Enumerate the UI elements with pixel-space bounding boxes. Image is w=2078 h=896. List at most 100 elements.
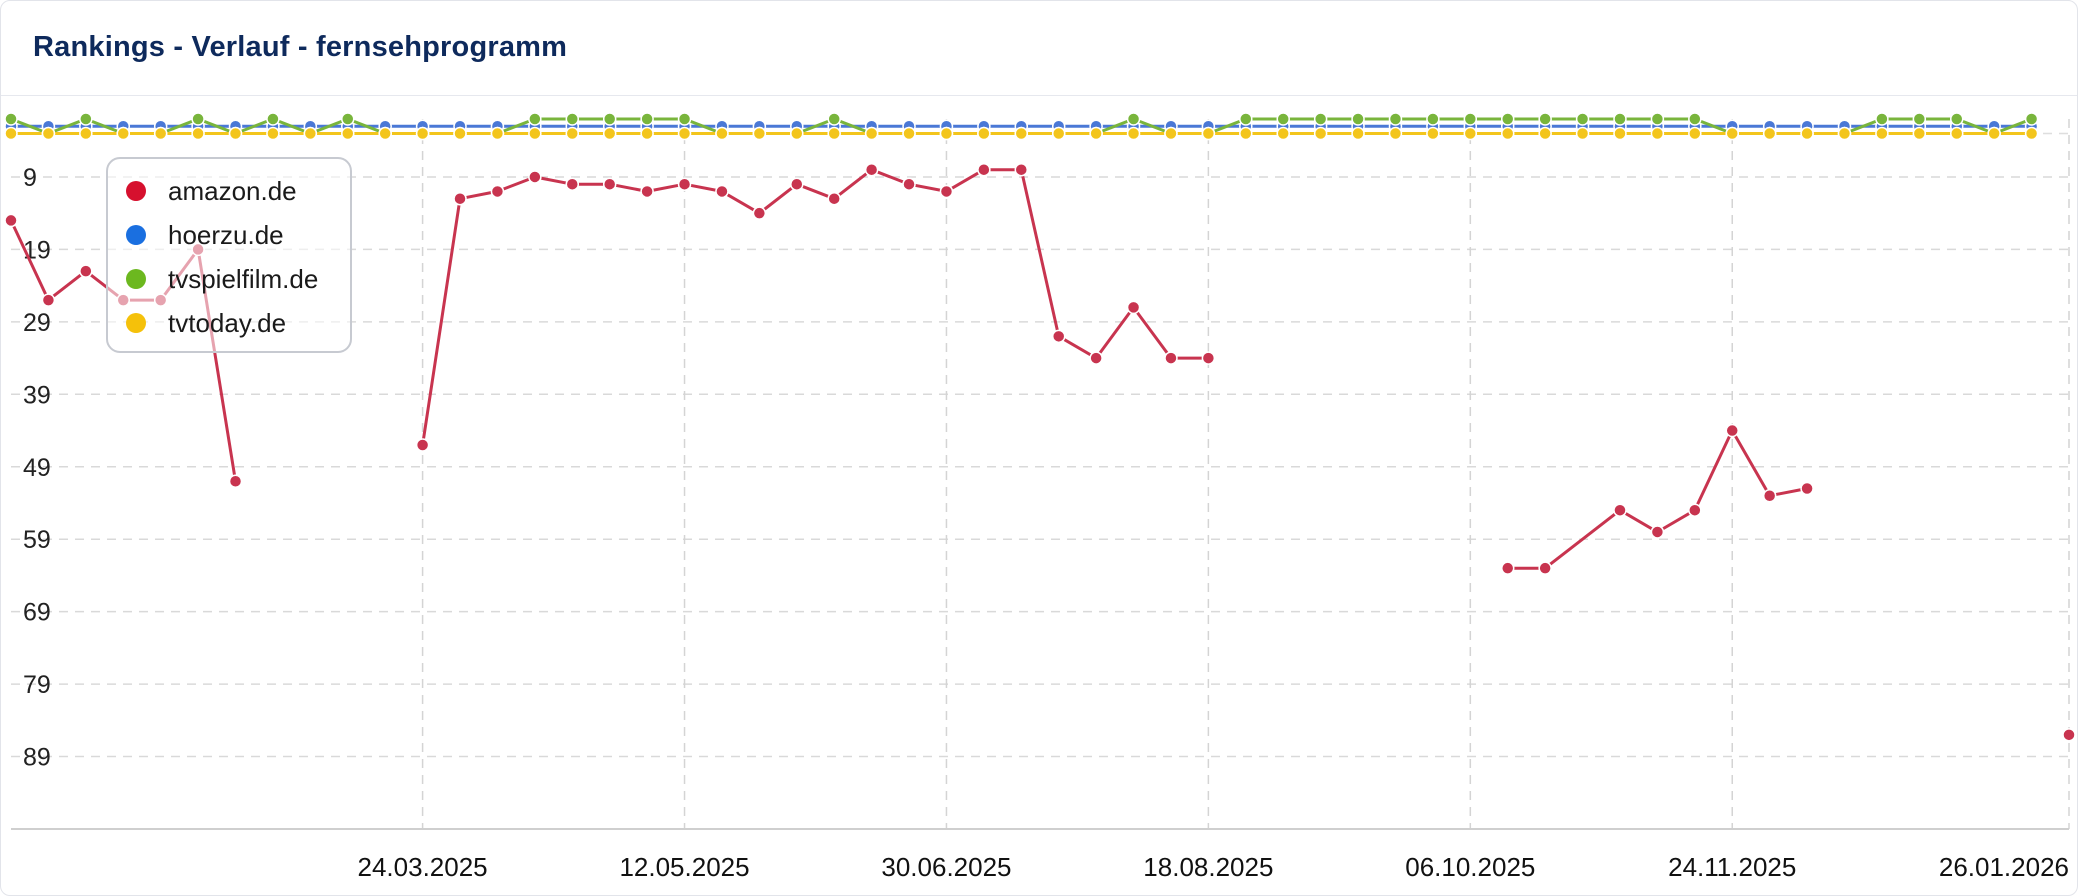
x-tick-label: 06.10.2025 (1405, 852, 1535, 882)
legend-dot-icon (126, 225, 146, 245)
legend-label: tvtoday.de (168, 307, 287, 338)
data-point-tvtoday.de (977, 126, 991, 141)
legend-label: hoerzu.de (168, 219, 284, 250)
data-point-tvtoday.de (528, 126, 542, 141)
y-tick-label: 89 (23, 744, 51, 772)
legend-item-tvtoday[interactable]: tvtoday.de (126, 303, 286, 343)
legend-label: tvspielfilm.de (168, 263, 319, 294)
data-point-tvtoday.de (1538, 126, 1552, 141)
data-point-amazon.de (715, 184, 729, 199)
data-point-tvtoday.de (1800, 126, 1814, 141)
data-point-amazon.de (490, 184, 505, 199)
data-point-tvtoday.de (303, 126, 318, 141)
chart-title: Rankings - Verlauf - fernsehprogramm (33, 31, 568, 63)
data-point-tvtoday.de (1313, 126, 1328, 141)
card-header: Rankings - Verlauf - fernsehprogramm (1, 1, 2077, 96)
data-point-amazon.de (565, 177, 580, 191)
data-point-amazon.de (602, 177, 617, 191)
data-point-tvtoday.de (1351, 126, 1365, 141)
data-point-tvtoday.de (602, 126, 617, 141)
data-point-amazon.de (1725, 423, 1739, 438)
data-point-tvspielfilm.de (1875, 112, 1889, 126)
data-point-tvtoday.de (490, 126, 505, 141)
data-point-tvspielfilm.de (1313, 112, 1328, 126)
data-point-tvtoday.de (1575, 126, 1590, 141)
y-tick-label: 29 (23, 309, 51, 337)
data-point-tvspielfilm.de (1388, 112, 1403, 126)
data-point-tvtoday.de (191, 126, 205, 141)
data-point-tvspielfilm.de (1688, 112, 1702, 126)
data-point-amazon.de (790, 177, 804, 191)
legend-item-amazon[interactable]: amazon.de (126, 171, 297, 211)
data-point-amazon.de (4, 213, 18, 228)
data-point-tvtoday.de (1126, 126, 1141, 141)
legend-dot-icon (126, 269, 146, 289)
data-point-tvtoday.de (1014, 126, 1029, 141)
data-point-tvtoday.de (1762, 126, 1777, 141)
data-point-amazon.de (1688, 503, 1702, 517)
data-point-tvtoday.de (640, 126, 654, 141)
chart-legend: amazon.de hoerzu.de tvspielfilm.de tvtod… (106, 157, 352, 353)
data-point-amazon.de (864, 162, 879, 177)
data-point-tvtoday.de (266, 126, 280, 141)
x-tick-label: 24.11.2025 (1668, 852, 1796, 882)
data-point-tvtoday.de (902, 126, 916, 141)
data-point-amazon.de (79, 264, 93, 278)
data-point-tvtoday.de (864, 126, 879, 141)
data-point-tvspielfilm.de (1463, 112, 1478, 126)
data-point-tvtoday.de (752, 126, 767, 141)
data-point-tvtoday.de (1837, 126, 1852, 141)
data-point-amazon.de (939, 184, 954, 199)
data-point-amazon.de (1164, 351, 1178, 365)
data-point-tvtoday.de (1875, 126, 1889, 141)
data-point-tvspielfilm.de (1575, 112, 1590, 126)
x-tick-label: 12.05.2025 (619, 852, 749, 882)
x-tick-label: 18.08.2025 (1143, 852, 1273, 882)
y-tick-label: 9 (23, 164, 37, 192)
data-point-amazon.de (2062, 728, 2076, 742)
data-point-tvtoday.de (1239, 126, 1253, 141)
series-line-amazon.de (1507, 429, 1808, 570)
y-tick-label: 49 (23, 454, 51, 482)
data-point-tvtoday.de (1463, 126, 1478, 141)
data-point-amazon.de (640, 184, 654, 199)
data-point-tvspielfilm.de (341, 112, 355, 126)
data-point-tvspielfilm.de (1351, 112, 1365, 126)
data-point-tvtoday.de (565, 126, 580, 141)
data-point-tvtoday.de (1164, 126, 1178, 141)
data-point-tvtoday.de (1388, 126, 1403, 141)
data-point-amazon.de (1201, 351, 1216, 365)
data-point-tvspielfilm.de (827, 112, 841, 126)
data-point-tvtoday.de (1725, 126, 1739, 141)
data-point-amazon.de (453, 191, 467, 206)
data-point-tvspielfilm.de (1912, 112, 1927, 126)
data-point-tvspielfilm.de (191, 112, 205, 126)
y-tick-label: 39 (23, 381, 51, 409)
data-point-tvtoday.de (1051, 126, 1066, 141)
legend-item-tvspielfilm[interactable]: tvspielfilm.de (126, 259, 318, 299)
data-point-amazon.de (1762, 488, 1777, 503)
data-point-tvtoday.de (116, 126, 131, 141)
data-point-tvtoday.de (715, 126, 729, 141)
data-point-amazon.de (1089, 351, 1103, 365)
data-point-tvspielfilm.de (565, 112, 580, 126)
data-point-tvspielfilm.de (1500, 112, 1515, 126)
data-point-amazon.de (1538, 561, 1552, 575)
data-point-tvtoday.de (453, 126, 467, 141)
legend-label: amazon.de (168, 175, 297, 206)
data-point-tvtoday.de (939, 126, 954, 141)
data-point-amazon.de (1126, 300, 1141, 315)
data-point-tvtoday.de (790, 126, 804, 141)
x-tick-label: 30.06.2025 (881, 852, 1011, 882)
data-point-tvspielfilm.de (602, 112, 617, 126)
data-point-amazon.de (1613, 503, 1627, 517)
data-point-amazon.de (752, 206, 767, 220)
data-point-tvspielfilm.de (4, 112, 18, 126)
legend-item-hoerzu[interactable]: hoerzu.de (126, 215, 284, 255)
data-point-amazon.de (1650, 525, 1665, 539)
legend-dot-icon (126, 181, 146, 201)
data-point-amazon.de (41, 293, 56, 307)
data-point-tvtoday.de (1426, 126, 1440, 141)
data-point-amazon.de (415, 438, 430, 452)
